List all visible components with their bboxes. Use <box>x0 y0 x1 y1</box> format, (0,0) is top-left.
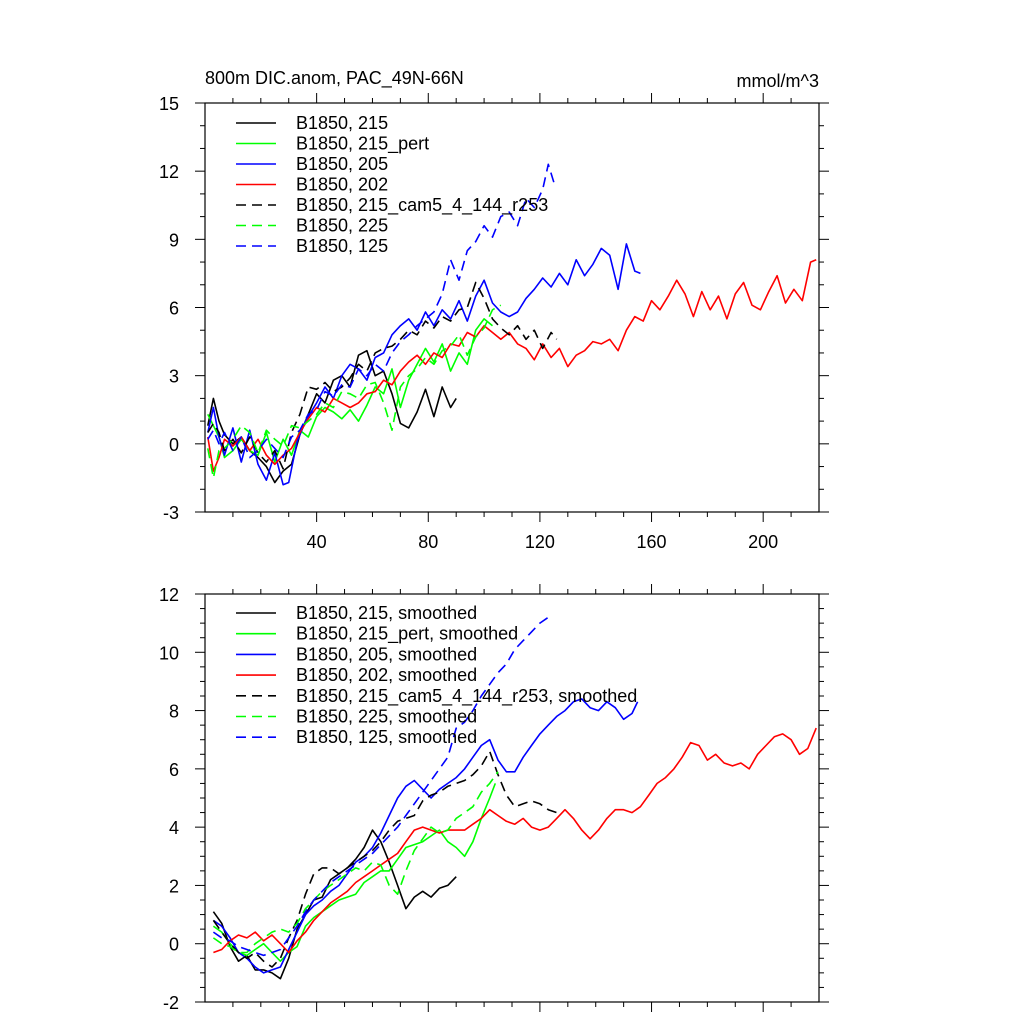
legend-label: B1850, 202, smoothed <box>296 665 477 685</box>
x-tick-label: 120 <box>525 532 555 552</box>
series-line-0-2 <box>207 243 641 486</box>
y-tick-label: 0 <box>169 935 179 955</box>
y-tick-label: 12 <box>159 162 179 182</box>
legend-label: B1850, 205 <box>296 154 388 174</box>
legend-label: B1850, 215, smoothed <box>296 603 477 623</box>
legend-label: B1850, 215_cam5_4_144_r253 <box>296 195 548 216</box>
series-line-0-4 <box>207 281 558 470</box>
y-tick-label: 12 <box>159 585 179 605</box>
y-tick-label: -2 <box>163 993 179 1013</box>
x-tick-label: 40 <box>307 532 327 552</box>
series-line-0-6 <box>207 163 555 459</box>
legend-label: B1850, 215_pert <box>296 134 429 155</box>
units-label: mmol/m^3 <box>737 71 819 91</box>
legend-label: B1850, 225 <box>296 216 388 236</box>
y-tick-label: 8 <box>169 702 179 722</box>
top-panel: 40 80 120 160 200 -3 0 3 6 9 12 15 800m DIC.anom, PA… <box>159 68 829 552</box>
y-tick-label: 6 <box>169 299 179 319</box>
chart-title: 800m DIC.anom, PAC_49N-66N <box>205 68 464 89</box>
legend-label: B1850, 215_pert, smoothed <box>296 624 518 645</box>
series-line-1-1 <box>212 783 497 963</box>
legend-label: B1850, 205, smoothed <box>296 644 477 664</box>
y-tick-label: 4 <box>169 818 179 838</box>
x-tick-label: 160 <box>637 532 667 552</box>
series-line-0-3 <box>207 259 817 472</box>
series-line-1-3 <box>213 727 817 954</box>
legend-label: B1850, 202 <box>296 175 388 195</box>
series-line-1-2 <box>212 698 639 974</box>
series-line-1-4 <box>212 750 557 968</box>
series-line-1-5 <box>212 771 499 954</box>
y-tick-label: -3 <box>163 503 179 523</box>
y-tick-label: 10 <box>159 643 179 663</box>
series-line-0-1 <box>207 318 494 463</box>
x-tick-label: 200 <box>748 532 778 552</box>
legend-label: B1850, 125 <box>296 236 388 256</box>
legend-label: B1850, 215 <box>296 113 388 133</box>
legend-label: B1850, 215_cam5_4_144_r253, smoothed <box>296 686 637 707</box>
series-line-1-0 <box>212 829 457 980</box>
y-tick-label: 15 <box>159 94 179 114</box>
series-line-1-6 <box>212 616 549 957</box>
y-tick-label: 9 <box>169 230 179 250</box>
series-line-0-5 <box>207 304 502 479</box>
x-tick-label: 80 <box>418 532 438 552</box>
legend-label: B1850, 125, smoothed <box>296 727 477 747</box>
y-tick-label: 0 <box>169 435 179 455</box>
y-tick-label: 2 <box>169 876 179 896</box>
y-tick-label: 3 <box>169 367 179 387</box>
series-line-0-0 <box>207 349 457 484</box>
y-tick-label: 6 <box>169 760 179 780</box>
legend-label: B1850, 225, smoothed <box>296 707 477 727</box>
